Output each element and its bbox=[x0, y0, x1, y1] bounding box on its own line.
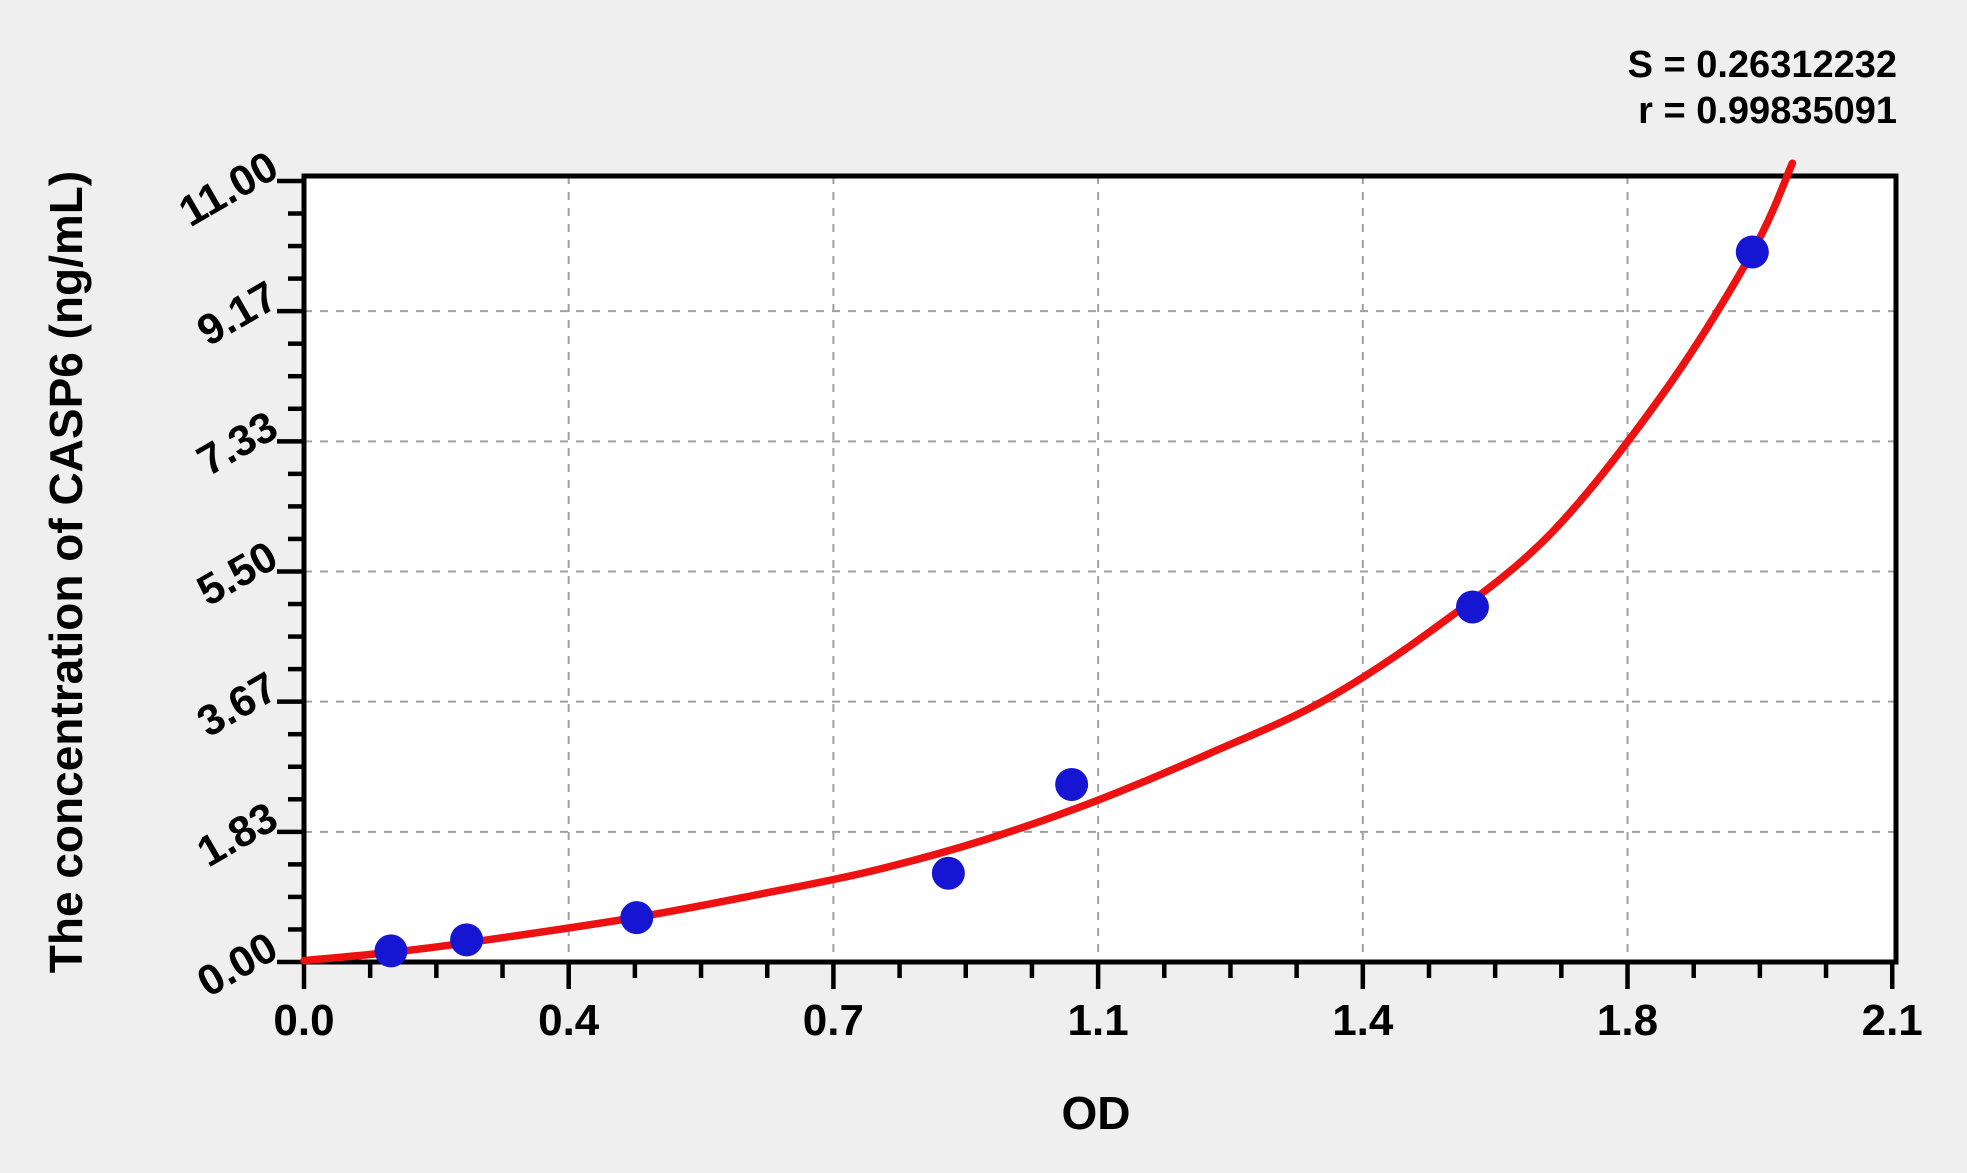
data-point bbox=[620, 901, 654, 935]
x-tick-label: 0.4 bbox=[538, 996, 600, 1045]
fit-s-value: S = 0.26312232 bbox=[1627, 44, 1897, 86]
x-axis-title: OD bbox=[1061, 1087, 1131, 1139]
data-point bbox=[450, 923, 484, 957]
data-point bbox=[374, 934, 408, 968]
x-tick-label: 1.1 bbox=[1067, 996, 1129, 1045]
x-tick-label: 2.1 bbox=[1861, 996, 1923, 1045]
plot-background bbox=[304, 176, 1896, 962]
x-tick-label: 1.8 bbox=[1596, 996, 1659, 1045]
data-point bbox=[1455, 590, 1489, 624]
data-point bbox=[1055, 767, 1089, 801]
data-points bbox=[374, 235, 1769, 968]
data-point bbox=[1735, 235, 1769, 269]
data-point bbox=[931, 856, 965, 890]
x-tick-label: 0.0 bbox=[273, 996, 335, 1045]
gridlines bbox=[304, 176, 1896, 962]
axis-ticks bbox=[277, 178, 1895, 989]
fit-statistics: S = 0.26312232 r = 0.99835091 bbox=[1628, 42, 1897, 134]
x-tick-label: 0.7 bbox=[802, 996, 864, 1045]
fit-curve bbox=[300, 159, 1797, 965]
x-tick-label: 1.4 bbox=[1332, 996, 1394, 1045]
fit-r-value: r = 0.99835091 bbox=[1638, 90, 1897, 132]
